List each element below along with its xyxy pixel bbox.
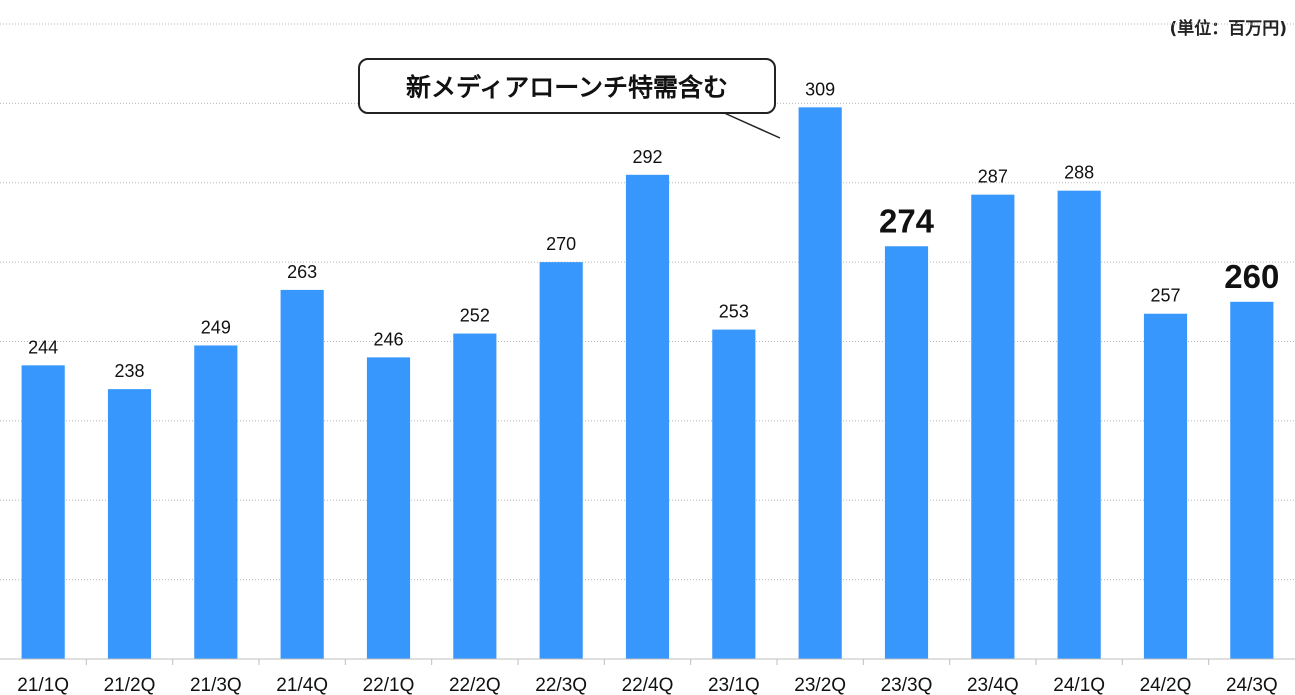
value-label: 274 — [879, 202, 935, 239]
bar — [1057, 190, 1101, 659]
category-label: 21/3Q — [190, 675, 242, 695]
bar — [453, 333, 497, 659]
bar — [625, 174, 670, 659]
value-label: 257 — [1150, 286, 1180, 306]
category-label: 22/2Q — [449, 675, 501, 695]
value-label: 263 — [287, 262, 317, 282]
category-label: 23/1Q — [708, 675, 760, 695]
category-label: 21/4Q — [276, 675, 328, 695]
value-label: 238 — [114, 361, 144, 381]
bar — [1143, 313, 1188, 659]
category-label: 23/3Q — [881, 675, 933, 695]
bar — [971, 194, 1015, 659]
value-label: 292 — [632, 147, 662, 167]
value-label: 288 — [1064, 163, 1094, 183]
category-label: 23/4Q — [967, 675, 1019, 695]
value-label: 249 — [201, 317, 231, 337]
bar — [366, 357, 411, 659]
bar — [107, 389, 152, 659]
category-label: 21/1Q — [17, 675, 69, 695]
bar — [280, 289, 324, 659]
bar — [712, 329, 756, 659]
value-label: 253 — [719, 302, 749, 322]
bar — [1230, 301, 1274, 659]
bar — [21, 365, 65, 659]
bars — [21, 107, 1274, 659]
category-label: 22/4Q — [622, 675, 674, 695]
bar — [798, 107, 842, 659]
value-label: 252 — [460, 306, 490, 326]
category-label: 24/3Q — [1226, 675, 1278, 695]
bar — [539, 262, 583, 659]
category-label: 22/1Q — [363, 675, 415, 695]
value-label: 270 — [546, 234, 576, 254]
category-label: 23/2Q — [794, 675, 846, 695]
category-labels: 21/1Q 21/2Q 21/3Q 21/4Q 22/1Q 22/2Q 22/3Q 22/4Q… — [17, 675, 1277, 695]
bar — [884, 246, 929, 659]
value-label: 287 — [978, 167, 1008, 187]
category-label: 22/3Q — [535, 675, 587, 695]
annotation-callout: 新メディアローンチ特需含む — [358, 58, 776, 114]
value-labels: 244 238 249 263 246 252 270 292 253 309 274 287 288 2… — [28, 79, 1279, 381]
value-label: 309 — [805, 79, 835, 99]
x-ticks — [85, 659, 1210, 665]
value-label: 244 — [28, 337, 58, 357]
value-label: 260 — [1224, 258, 1279, 295]
bar — [194, 345, 238, 659]
category-label: 24/1Q — [1053, 675, 1105, 695]
callout-pointer — [721, 111, 781, 139]
category-label: 21/2Q — [104, 675, 156, 695]
value-label: 246 — [373, 329, 403, 349]
category-label: 24/2Q — [1140, 675, 1192, 695]
